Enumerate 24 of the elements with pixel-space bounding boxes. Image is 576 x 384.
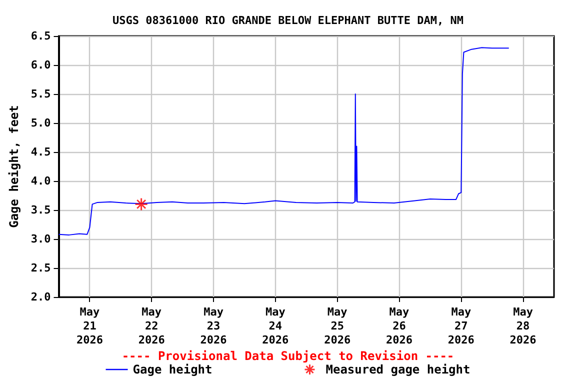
x-tick-label: May 26 2026 <box>386 306 413 346</box>
y-tick-label: 4.0 <box>30 174 51 188</box>
y-tick-label: 3.0 <box>30 232 51 246</box>
x-tick-label: May 23 2026 <box>200 306 228 346</box>
y-tick-label: 6.0 <box>30 58 51 72</box>
y-tick-label: 2.0 <box>30 290 51 304</box>
y-tick-label: 6.5 <box>30 30 51 42</box>
chart-title: USGS 08361000 RIO GRANDE BELOW ELEPHANT BUTTE DAM, NM <box>112 14 464 27</box>
x-tick-label: May 25 2026 <box>324 306 351 346</box>
x-tick-label: May 24 2026 <box>262 306 290 346</box>
y-tick-label: 5.5 <box>30 88 51 100</box>
x-tick-label: May 27 2026 <box>448 306 475 346</box>
legend-label: Gage height <box>132 362 212 376</box>
line-series <box>58 47 510 236</box>
x-tick-label: May 22 2026 <box>138 306 166 346</box>
y-tick-label: 3.5 <box>30 204 51 216</box>
y-tick-label: 5.0 <box>30 116 51 130</box>
x-tick-label: May 21 2026 <box>76 306 104 346</box>
legend-label: Measured gage height <box>326 362 470 376</box>
x-tick-label: May 28 2026 <box>510 306 537 346</box>
y-axis-title: Gage height, feet <box>7 105 21 228</box>
text: ---- Provisional Data Subject to Revision ---- <box>122 349 454 363</box>
y-tick-label: 2.5 <box>30 262 51 274</box>
y-tick-label: 4.5 <box>30 146 51 158</box>
